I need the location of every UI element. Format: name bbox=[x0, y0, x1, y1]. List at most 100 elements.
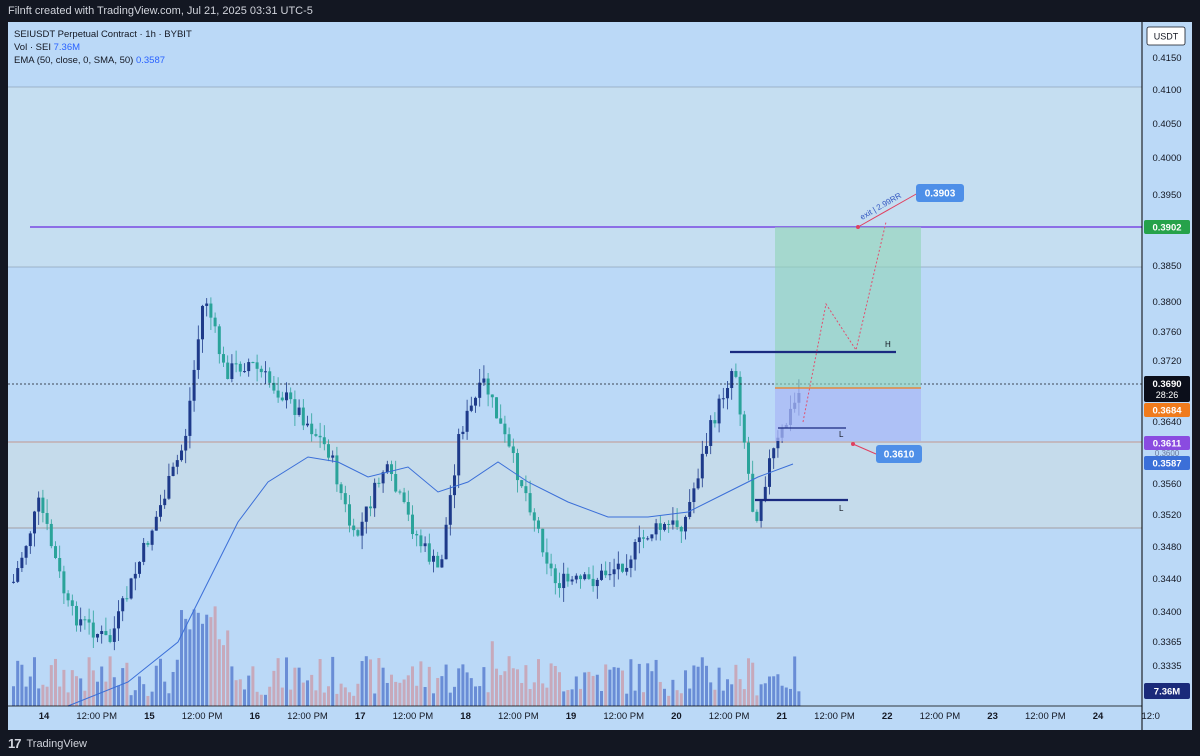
last-price-tag bbox=[1144, 376, 1190, 402]
volume-bar bbox=[696, 666, 700, 706]
high-label: H bbox=[885, 340, 891, 349]
candle bbox=[222, 354, 225, 363]
time-ticks: 14 12:00 PM 15 12:00 PM 16 12:00 PM 17 12:00 PM… bbox=[39, 711, 1160, 722]
volume-bar bbox=[310, 674, 314, 706]
volume-bar bbox=[717, 667, 721, 706]
volume-bar bbox=[306, 680, 309, 706]
candle bbox=[713, 420, 717, 424]
volume-bar bbox=[591, 675, 595, 706]
candle bbox=[49, 523, 53, 547]
price-tick-label: 0.3440 bbox=[1152, 574, 1181, 585]
volume-bar bbox=[138, 676, 141, 706]
price-tick-label: 0.3560 bbox=[1152, 479, 1181, 490]
candle bbox=[772, 448, 776, 459]
candle bbox=[688, 502, 692, 517]
volume-bar bbox=[352, 695, 356, 706]
volume-bar bbox=[335, 693, 339, 706]
volume-bar bbox=[146, 695, 150, 706]
candle bbox=[20, 557, 24, 569]
volume-bar bbox=[427, 666, 431, 706]
candle bbox=[28, 533, 32, 547]
volume-bar bbox=[709, 682, 713, 706]
candle bbox=[352, 525, 356, 531]
volume-bar bbox=[234, 680, 238, 706]
candle bbox=[209, 303, 213, 318]
low-label-1: L bbox=[839, 430, 844, 439]
tradingview-brand: TradingView bbox=[26, 737, 88, 750]
volume-bar bbox=[448, 692, 452, 706]
volume-bar bbox=[213, 606, 217, 706]
ema-value-tag bbox=[1144, 456, 1190, 470]
stop-label-box[interactable] bbox=[876, 445, 922, 463]
candle bbox=[226, 362, 230, 379]
volume-bar bbox=[41, 684, 45, 706]
volume-bar bbox=[432, 693, 435, 706]
time-tick-label: 20 bbox=[671, 711, 682, 722]
volume-bar bbox=[524, 665, 528, 706]
price-chart[interactable]: H L L exit | 2.99RR 0.3903 0.3610 USDT 0… bbox=[8, 22, 1192, 730]
price-tick-label: 0.3480 bbox=[1152, 542, 1181, 553]
volume-bar bbox=[474, 686, 477, 706]
time-tick-label: 19 bbox=[566, 711, 577, 722]
entry-tag bbox=[1144, 403, 1190, 417]
volume-bar bbox=[532, 682, 536, 706]
ema-legend[interactable]: EMA (50, close, 0, SMA, 50) 0.3587 bbox=[14, 55, 166, 66]
volume-bar bbox=[339, 683, 343, 706]
candle bbox=[196, 339, 200, 370]
tradingview-logo[interactable]: 17 TradingView bbox=[8, 736, 87, 751]
time-tick-label: 21 bbox=[777, 711, 788, 722]
candle bbox=[654, 523, 658, 535]
candle bbox=[776, 437, 780, 449]
volume-bar bbox=[793, 656, 797, 706]
candle bbox=[175, 460, 179, 467]
candle bbox=[570, 579, 574, 582]
volume-bar bbox=[490, 641, 494, 706]
symbol-title[interactable]: SEIUSDT Perpetual Contract · 1h · BYBIT bbox=[14, 29, 192, 40]
volume-bar bbox=[663, 688, 666, 706]
candle bbox=[154, 516, 158, 531]
candle bbox=[238, 363, 242, 372]
volume-bar bbox=[511, 668, 515, 706]
target-zone[interactable] bbox=[775, 227, 921, 388]
price-ticks: 0.4150 0.4100 0.4050 0.4000 0.3950 0.3850 0.38… bbox=[1152, 53, 1181, 672]
candle bbox=[705, 445, 708, 454]
time-tick-label: 16 bbox=[250, 711, 261, 722]
candle bbox=[318, 435, 322, 438]
candle bbox=[306, 423, 309, 426]
candle bbox=[486, 378, 490, 395]
volume-bar bbox=[768, 676, 771, 706]
volume-bar bbox=[394, 681, 398, 706]
price-tick-label: 0.3640 bbox=[1152, 417, 1181, 428]
candle bbox=[679, 526, 683, 532]
candle bbox=[167, 475, 171, 499]
volume-bar bbox=[528, 688, 532, 706]
volume-legend[interactable]: Vol · SEI 7.36M bbox=[14, 42, 81, 53]
currency-box[interactable] bbox=[1146, 26, 1186, 46]
chart-pane[interactable]: SEIUSDT Perpetual Contract · 1h · BYBIT … bbox=[8, 22, 1192, 730]
candle bbox=[734, 371, 738, 377]
time-tick-label: 12:00 PM bbox=[603, 711, 644, 722]
candle bbox=[297, 407, 301, 415]
candle bbox=[163, 498, 167, 506]
volume-bar bbox=[608, 669, 612, 706]
candle bbox=[96, 633, 99, 638]
volume-bar bbox=[259, 694, 263, 706]
target-label-box[interactable] bbox=[916, 184, 964, 202]
candle bbox=[70, 600, 74, 606]
candle bbox=[495, 397, 498, 419]
volume-bar bbox=[503, 671, 507, 706]
candle bbox=[142, 542, 146, 562]
candle bbox=[520, 480, 524, 487]
candle bbox=[255, 362, 259, 369]
volume-bar bbox=[49, 665, 53, 706]
volume-bar bbox=[192, 609, 196, 706]
stop-zone[interactable] bbox=[775, 388, 921, 441]
candle bbox=[184, 435, 188, 451]
candle bbox=[759, 500, 763, 521]
volume-bar bbox=[469, 678, 473, 706]
candle bbox=[763, 486, 767, 501]
volume-bar bbox=[520, 682, 524, 706]
volume-bar bbox=[150, 691, 154, 706]
volume-bar bbox=[549, 663, 553, 706]
candle bbox=[171, 466, 175, 476]
